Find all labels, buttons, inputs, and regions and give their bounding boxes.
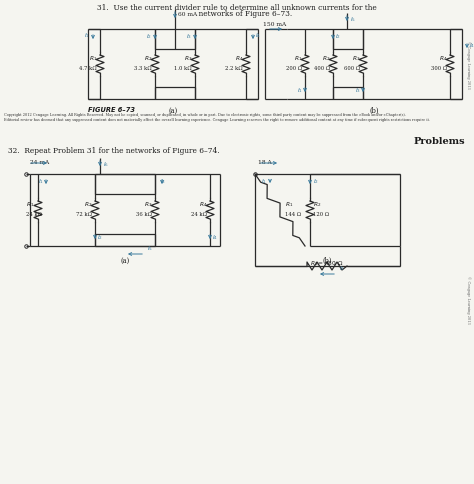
Text: $I_5$: $I_5$ [147,243,153,253]
Text: $I_1$: $I_1$ [297,86,303,95]
Text: $I_2$: $I_2$ [97,233,103,242]
Text: $I_3$: $I_3$ [186,32,192,41]
Text: $R_3$: $R_3$ [144,200,152,209]
Text: (a): (a) [120,257,129,264]
Text: 72 kΩ: 72 kΩ [76,212,92,217]
Text: Problems: Problems [413,136,465,146]
Text: 3.3 kΩ: 3.3 kΩ [134,66,152,71]
Text: $I_1$: $I_1$ [84,31,90,40]
Text: $I_2$: $I_2$ [146,32,152,41]
Text: 600 Ω: 600 Ω [344,66,360,71]
Text: $R_4$: $R_4$ [235,54,243,63]
Text: 400 Ω: 400 Ω [314,66,330,71]
Text: $I_2$: $I_2$ [313,177,319,186]
Text: $R_1$: $R_1$ [294,54,302,63]
Text: © Cengage Learning 2013: © Cengage Learning 2013 [466,41,471,89]
Text: 18 A: 18 A [258,160,272,165]
Text: $I_6$: $I_6$ [103,160,109,168]
Text: FIGURE 6–73: FIGURE 6–73 [88,107,135,113]
Text: 200 Ω: 200 Ω [286,66,302,71]
Text: 32.  Repeat Problem 31 for the networks of Figure 6–74.: 32. Repeat Problem 31 for the networks o… [8,147,219,155]
Text: 36 kΩ: 36 kΩ [136,212,152,217]
Text: 1.0 kΩ: 1.0 kΩ [174,66,192,71]
Text: 24 mA: 24 mA [30,160,49,165]
Text: $R_3$: $R_3$ [352,54,360,63]
Text: networks of Figure 6–73.: networks of Figure 6–73. [182,10,292,18]
Text: $R_1$: $R_1$ [89,54,97,63]
Text: $I_2$: $I_2$ [335,32,341,41]
Text: (b): (b) [369,107,379,115]
Text: $R_1$: $R_1$ [26,200,34,209]
Text: $R_4$: $R_4$ [199,200,207,209]
Text: $R_1$: $R_1$ [285,200,293,209]
Text: © Cengage Learning 2013: © Cengage Learning 2013 [466,275,471,323]
Text: 2.2 kΩ: 2.2 kΩ [225,66,243,71]
Text: Editorial review has deemed that any suppressed content does not materially affe: Editorial review has deemed that any sup… [4,118,430,122]
Text: 150 mA: 150 mA [263,22,286,27]
Text: $R_3$: $R_3$ [183,54,192,63]
Text: 144 Ω: 144 Ω [285,211,301,216]
Text: 120 Ω: 120 Ω [313,212,329,217]
Text: $R_4$: $R_4$ [438,54,447,63]
Text: (b): (b) [322,257,332,264]
Text: $R_3 = 480\ Ω$: $R_3 = 480\ Ω$ [310,258,344,267]
Text: $I_5$: $I_5$ [350,15,356,24]
Text: $R_2$: $R_2$ [322,54,330,63]
Text: $R_2$: $R_2$ [144,54,152,63]
Text: $R_2$: $R_2$ [313,200,321,209]
Text: (a): (a) [168,107,178,115]
Text: Copyright 2012 Cengage Learning. All Rights Reserved. May not be copied, scanned: Copyright 2012 Cengage Learning. All Rig… [4,113,406,117]
Text: 4.7 kΩ: 4.7 kΩ [79,66,97,71]
Text: 60 mA: 60 mA [178,12,197,17]
Text: 24 kΩ: 24 kΩ [26,212,42,217]
Text: $I_3$: $I_3$ [160,177,166,186]
Text: 24 kΩ: 24 kΩ [191,212,207,217]
Text: $I_3$: $I_3$ [355,86,361,95]
Text: $I_3$: $I_3$ [339,264,345,272]
Text: $I_4$: $I_4$ [212,233,218,242]
Text: $I_1$: $I_1$ [38,177,44,186]
Text: $I_1$: $I_1$ [261,177,267,186]
Text: $I_4$: $I_4$ [469,42,474,50]
Text: $R_2$: $R_2$ [84,200,92,209]
Text: 300 Ω: 300 Ω [431,66,447,71]
Text: 31.  Use the current divider rule to determine all unknown currents for the: 31. Use the current divider rule to dete… [97,4,377,12]
Text: $I_4$: $I_4$ [255,31,261,40]
